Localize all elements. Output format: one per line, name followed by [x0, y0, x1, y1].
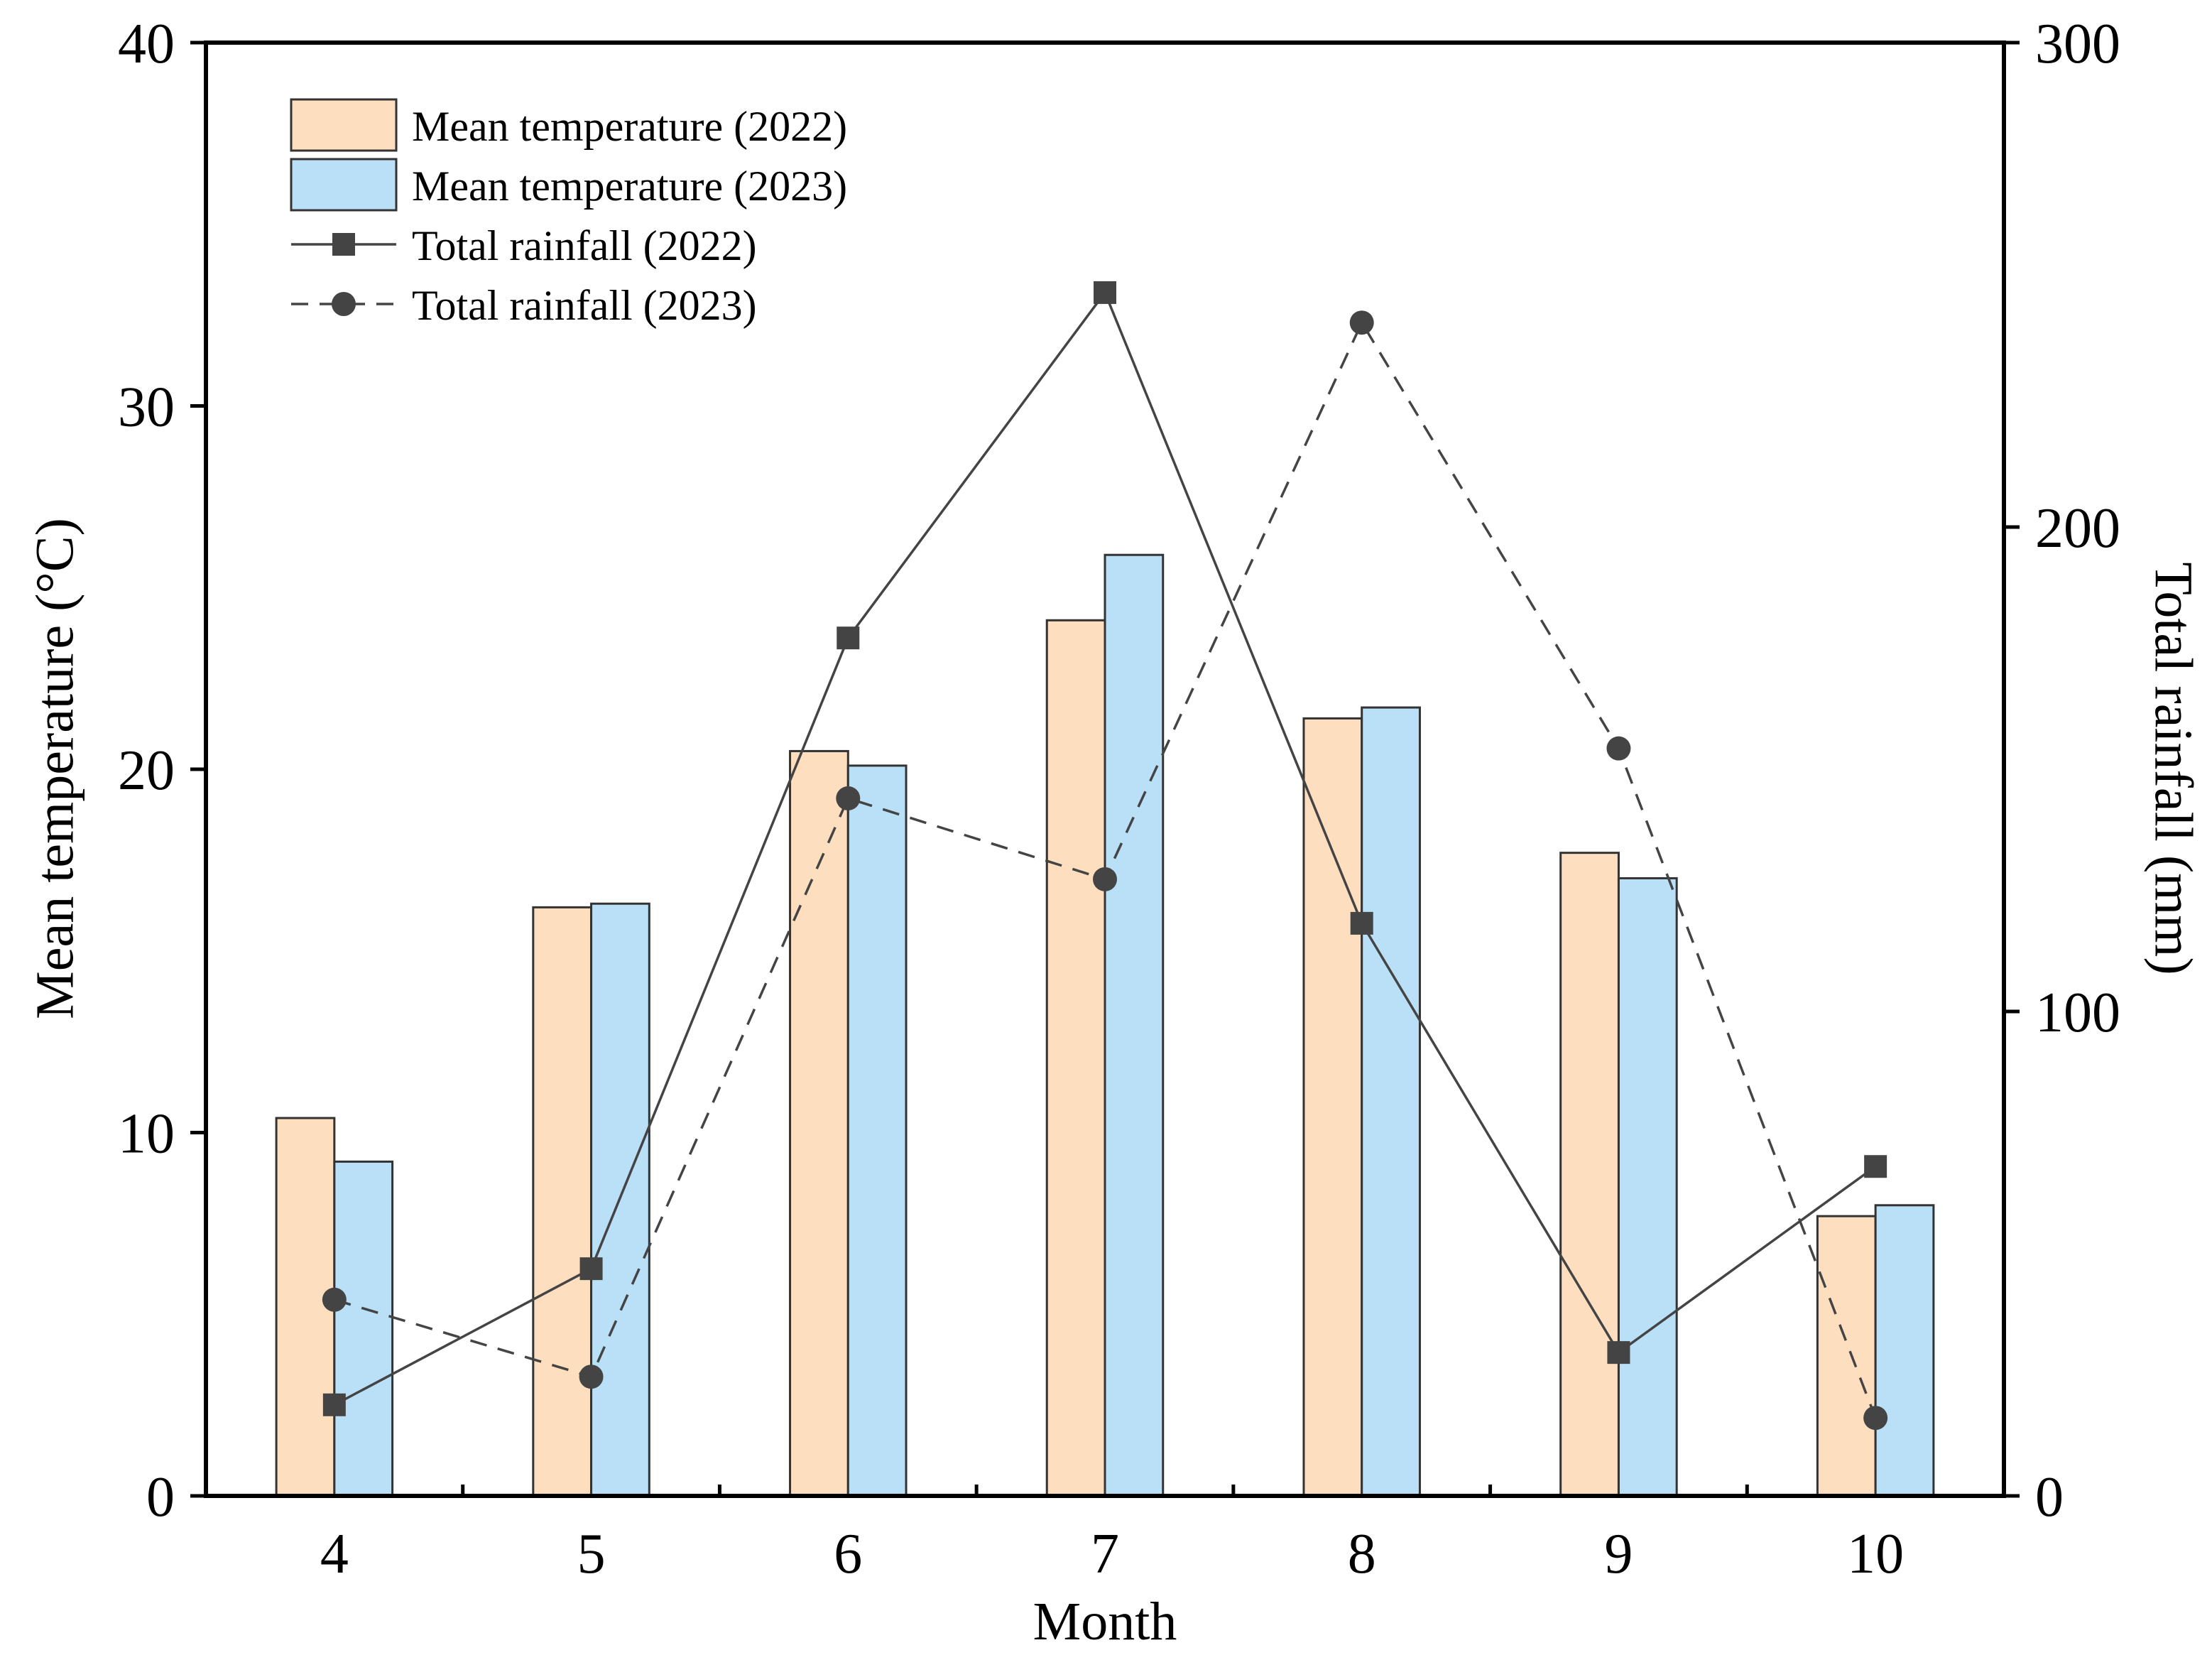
rainfall-markers [322, 281, 1888, 1431]
legend-circle-marker-icon [332, 292, 356, 316]
y-right-tick-label: 100 [2035, 982, 2120, 1044]
legend-label-rainfall-2023: Total rainfall (2023) [412, 282, 757, 329]
y-left-tick-label: 20 [118, 739, 175, 802]
bar-mean-temperature-2023--month-8 [1361, 706, 1421, 1497]
point-total-rainfall-2022-month-8 [1350, 911, 1373, 935]
x-axis-title: Month [1033, 1592, 1177, 1651]
point-total-rainfall-2022-month-6 [837, 626, 860, 650]
point-total-rainfall-2023-month-6 [836, 786, 861, 810]
bar-mean-temperature-2023--month-4 [333, 1160, 394, 1497]
bar-mean-temperature-2023--month-9 [1617, 877, 1678, 1497]
legend-label-rainfall-2022: Total rainfall (2022) [412, 222, 757, 269]
bar-mean-temperature-2023--month-10 [1874, 1204, 1935, 1497]
point-total-rainfall-2023-month-5 [579, 1364, 604, 1389]
tick-labels: 0 10 20 30 40 0 100 200 300 4 5 6 7 8 9 10 [118, 13, 2120, 1585]
legend-square-marker-icon [332, 233, 355, 256]
temperature-bars [275, 553, 1935, 1497]
bar-mean-temperature-2022--month-5 [532, 906, 593, 1497]
bar-mean-temperature-2022--month-7 [1045, 619, 1106, 1497]
y-right-tick-label: 0 [2035, 1466, 2064, 1529]
point-total-rainfall-2022-month-10 [1864, 1155, 1887, 1178]
legend-swatch-temperature-2022 [290, 98, 398, 152]
legend-swatch-temperature-2023 [290, 158, 398, 212]
legend-label-temperature-2023: Mean temperature (2023) [412, 163, 847, 210]
y-right-tick-label: 300 [2035, 13, 2120, 75]
y-axis-right-title: Total rainfall (mm) [2143, 562, 2203, 975]
x-tick-label: 4 [320, 1523, 349, 1585]
legend-label-temperature-2022: Mean temperature (2022) [412, 103, 847, 150]
point-total-rainfall-2023-month-4 [322, 1287, 347, 1312]
y-right-tick-label: 200 [2035, 497, 2120, 560]
y-left-tick-label: 40 [118, 13, 175, 75]
point-total-rainfall-2022-month-4 [322, 1393, 346, 1416]
bar-mean-temperature-2022--month-8 [1302, 717, 1363, 1497]
y-left-tick-label: 0 [146, 1466, 175, 1529]
bar-mean-temperature-2022--month-4 [275, 1117, 336, 1497]
x-tick-label: 9 [1604, 1523, 1633, 1585]
point-total-rainfall-2022-month-7 [1094, 281, 1116, 304]
bar-mean-temperature-2022--month-10 [1816, 1215, 1877, 1497]
y-left-tick-label: 10 [118, 1103, 175, 1166]
point-total-rainfall-2022-month-5 [579, 1257, 603, 1281]
x-tick-label: 5 [577, 1523, 606, 1585]
bar-mean-temperature-2023--month-6 [846, 764, 908, 1497]
bar-mean-temperature-2022--month-6 [789, 749, 849, 1497]
x-tick-label: 10 [1847, 1523, 1904, 1585]
x-tick-label: 6 [834, 1523, 862, 1585]
point-total-rainfall-2023-month-9 [1606, 736, 1631, 761]
point-total-rainfall-2023-month-7 [1093, 867, 1117, 891]
y-axis-left-title: Mean temperature (°C) [26, 518, 85, 1019]
x-tick-label: 7 [1091, 1523, 1119, 1585]
bar-mean-temperature-2023--month-7 [1104, 553, 1165, 1497]
point-total-rainfall-2022-month-9 [1607, 1341, 1630, 1364]
bar-mean-temperature-2022--month-9 [1559, 852, 1620, 1497]
y-left-tick-label: 30 [118, 376, 175, 439]
axes [190, 40, 2020, 1498]
legend: Mean temperature (2022) Mean temperature… [290, 98, 847, 329]
point-total-rainfall-2023-month-10 [1863, 1406, 1888, 1431]
x-tick-label: 8 [1348, 1523, 1376, 1585]
point-total-rainfall-2023-month-8 [1349, 310, 1374, 335]
